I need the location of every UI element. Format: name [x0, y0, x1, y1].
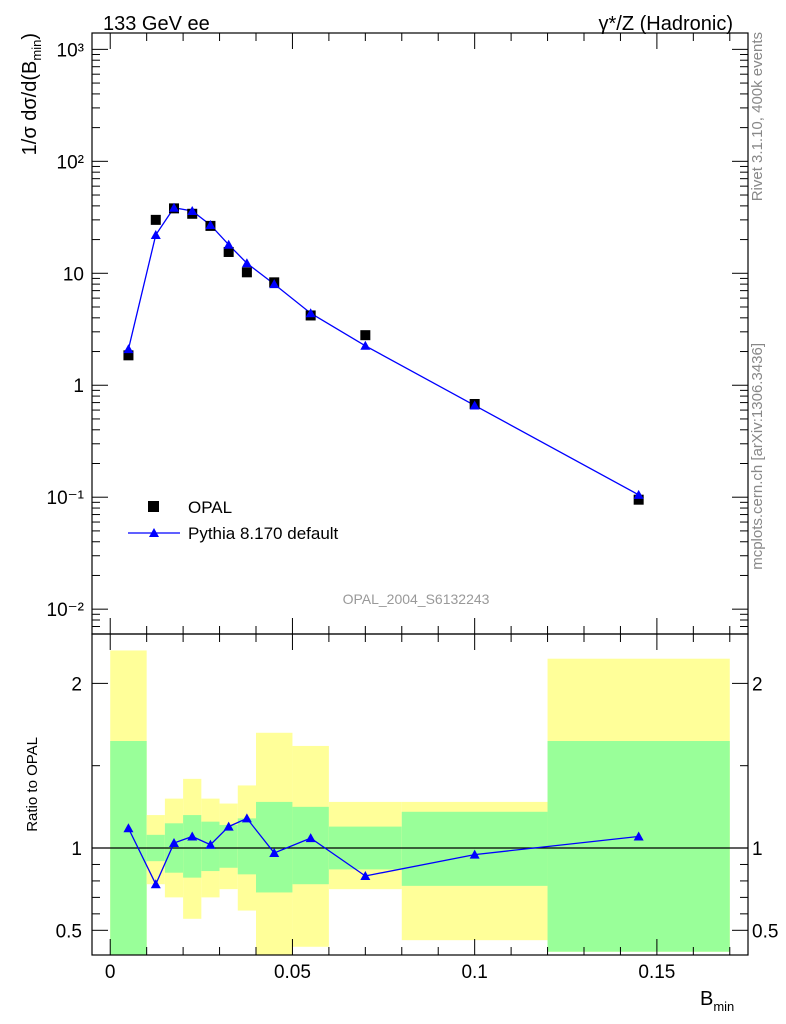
main-plot: 10⁻² 10⁻¹ 1 10 10² 10³ OPAL Pythia 8.170 defaul…	[47, 32, 749, 635]
ratio-plot: 0 0.05 0.1 0.15 0.5 0.5 1 1 2 2	[56, 633, 778, 983]
ratio-ytick-label-left-1: 1	[71, 839, 82, 860]
ratio-ytick-label-right-1: 1	[752, 839, 763, 860]
mcplots-label: mcplots.cern.ch [arXiv:1306.3436]	[749, 343, 766, 570]
mc-point-4	[205, 219, 216, 229]
main-ytick-label-1: 10⁻¹	[47, 488, 85, 509]
legend: OPAL Pythia 8.170 default	[128, 498, 339, 543]
rivet-label: Rivet 3.1.10, 400k events	[749, 32, 766, 201]
main-y-axis-title-close: )	[19, 33, 41, 40]
x-tick-label-0: 0	[105, 962, 116, 983]
ratio-y-axis-title: Ratio to OPAL	[24, 737, 41, 832]
mc-point-9	[360, 340, 371, 350]
data-point-0	[123, 350, 134, 361]
band-inner-6	[237, 818, 256, 875]
band-inner-11	[547, 741, 730, 952]
ratio-point-10	[469, 849, 480, 859]
ratio-point-0	[123, 823, 134, 833]
mc-point-1	[150, 229, 161, 239]
mc-point-6	[241, 258, 252, 268]
main-y-axis-title-sub: min	[29, 40, 44, 61]
ratio-point-5	[223, 821, 234, 831]
ratio-ytick-label-left-2: 2	[71, 674, 82, 695]
legend-data-marker	[148, 501, 159, 512]
ratio-point-9	[360, 870, 371, 880]
band-inner-5	[219, 824, 238, 868]
main-ytick-label-2: 1	[73, 376, 84, 397]
data-point-9	[360, 330, 371, 341]
legend-mc-marker	[149, 528, 159, 537]
mc-point-3	[187, 205, 198, 215]
x-tick-label-2: 0.1	[461, 962, 487, 983]
data-point-6	[241, 267, 252, 278]
header-right: γ*/Z (Hadronic)	[599, 13, 733, 35]
x-axis-title: Bmin	[700, 988, 734, 1014]
main-frame	[91, 32, 749, 635]
ratio-ytick-label-left-0: 0.5	[56, 921, 82, 942]
data-point-1	[150, 214, 161, 225]
legend-data-label: OPAL	[188, 498, 232, 517]
ratio-ytick-label-right-0: 0.5	[752, 921, 778, 942]
mc-point-0	[123, 344, 134, 354]
data-point-11	[633, 494, 644, 505]
ratio-point-1	[150, 879, 161, 889]
ratio-point-7	[269, 847, 280, 857]
ratio-point-2	[169, 838, 179, 848]
band-inner-7	[256, 801, 293, 893]
main-y-axis-title-main: 1/σ dσ/d(B	[19, 61, 41, 156]
ratio-point-3	[187, 831, 198, 841]
ratio-line	[127, 817, 639, 886]
mc-line	[127, 207, 639, 496]
mc-point-2	[169, 202, 179, 212]
main-y-axis-title: 1/σ dσ/d(Bmin)	[19, 33, 44, 155]
band-inner-3	[183, 815, 202, 878]
ratio-frame	[91, 633, 749, 956]
ratio-point-4	[205, 839, 216, 849]
x-tick-label-1: 0.05	[274, 962, 311, 983]
ratio-ytick-label-right-2: 2	[752, 674, 763, 695]
band-inner-8	[292, 806, 329, 885]
ratio-point-6	[241, 813, 252, 823]
mc-point-10	[469, 400, 480, 410]
x-axis-title-sub: min	[713, 999, 734, 1014]
mc-point-7	[269, 279, 280, 289]
x-axis-title-main: B	[700, 988, 713, 1010]
mc-point-8	[305, 308, 316, 318]
legend-mc-label: Pythia 8.170 default	[188, 524, 339, 543]
main-ytick-label-4: 10²	[57, 152, 84, 173]
analysis-label: OPAL_2004_S6132243	[343, 591, 490, 607]
mc-point-11	[633, 489, 644, 499]
header-left: 133 GeV ee	[103, 13, 210, 35]
main-ytick-label-0: 10⁻²	[47, 600, 85, 621]
main-ytick-label-3: 10	[63, 264, 84, 285]
ratio-point-8	[305, 833, 316, 843]
data-point-5	[223, 246, 234, 257]
main-ytick-label-5: 10³	[57, 40, 84, 61]
x-tick-label-3: 0.15	[638, 962, 675, 983]
ratio-point-11	[633, 831, 644, 841]
mc-point-5	[223, 239, 234, 249]
